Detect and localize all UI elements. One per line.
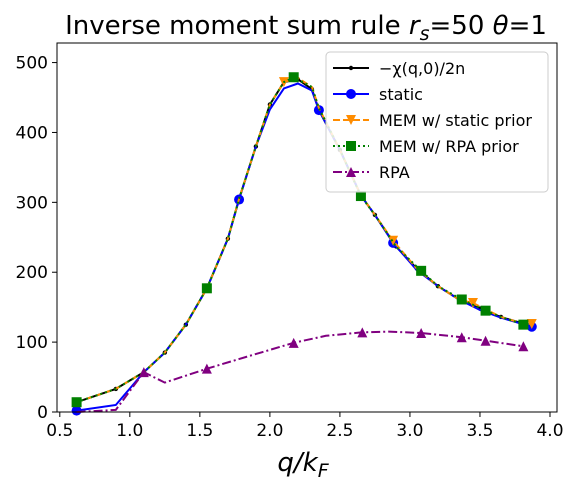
series-point — [416, 265, 427, 276]
y-tick-label: 500 — [16, 54, 48, 74]
y-tick-label: 400 — [16, 123, 48, 143]
y-tick-label: 300 — [16, 193, 48, 213]
legend-label: MEM w/ RPA prior — [379, 137, 519, 156]
series-point — [480, 335, 491, 346]
legend-label: static — [379, 85, 423, 104]
series-line — [76, 330, 524, 413]
legend-label: RPA — [379, 163, 410, 182]
axes-frame — [56, 42, 558, 413]
series-line — [76, 76, 524, 404]
series-point — [467, 297, 478, 308]
series-point — [388, 235, 399, 246]
series-point — [201, 363, 212, 374]
legend-marker — [346, 115, 356, 125]
series-3 — [71, 72, 529, 408]
y-tick-label: 100 — [16, 333, 48, 353]
x-tick-label: 3.0 — [396, 421, 423, 441]
legend-marker — [346, 141, 356, 151]
series-4 — [76, 327, 529, 413]
legend-label: −χ(q,0)/2n — [379, 59, 465, 78]
series-point — [518, 319, 529, 330]
chart-title: Inverse moment sum rule rs=50 θ=1 — [65, 11, 547, 45]
x-tick-label: 4.0 — [536, 421, 563, 441]
plot-area — [71, 72, 537, 416]
legend-marker — [346, 167, 356, 177]
series-point — [456, 294, 467, 305]
series-point — [201, 283, 212, 294]
series-point — [357, 327, 368, 338]
x-axis-label: q/kF — [277, 448, 329, 482]
series-point — [480, 305, 491, 316]
x-tick-label: 2.0 — [256, 421, 283, 441]
x-tick-label: 1.5 — [186, 421, 213, 441]
series-point — [526, 318, 537, 329]
x-tick-label: 3.5 — [466, 421, 493, 441]
series-point — [518, 341, 529, 352]
y-tick-label: 200 — [16, 263, 48, 283]
y-tick-label: 0 — [37, 403, 48, 423]
series-point — [355, 191, 366, 202]
x-tick-label: 2.5 — [326, 421, 353, 441]
legend-label: MEM w/ static prior — [379, 111, 532, 130]
series-point — [288, 337, 299, 348]
legend-marker — [348, 65, 354, 71]
series-point — [71, 397, 82, 408]
series-point — [456, 332, 467, 343]
series-point — [71, 405, 82, 416]
legend-box — [325, 51, 549, 193]
legend-marker — [346, 89, 356, 99]
x-tick-label: 1.0 — [116, 421, 143, 441]
series-point — [416, 328, 427, 339]
series-point — [288, 72, 299, 83]
axes: 0.5 1.0 1.5 2.0 2.5 3.0 3.5 4.0 0 100 200 300 400 500 — [16, 42, 564, 441]
series-point — [138, 367, 149, 378]
legend: −χ(q,0)/2n static MEM w/ static prior MEM w… — [325, 51, 549, 193]
x-tick-label: 0.5 — [46, 421, 73, 441]
